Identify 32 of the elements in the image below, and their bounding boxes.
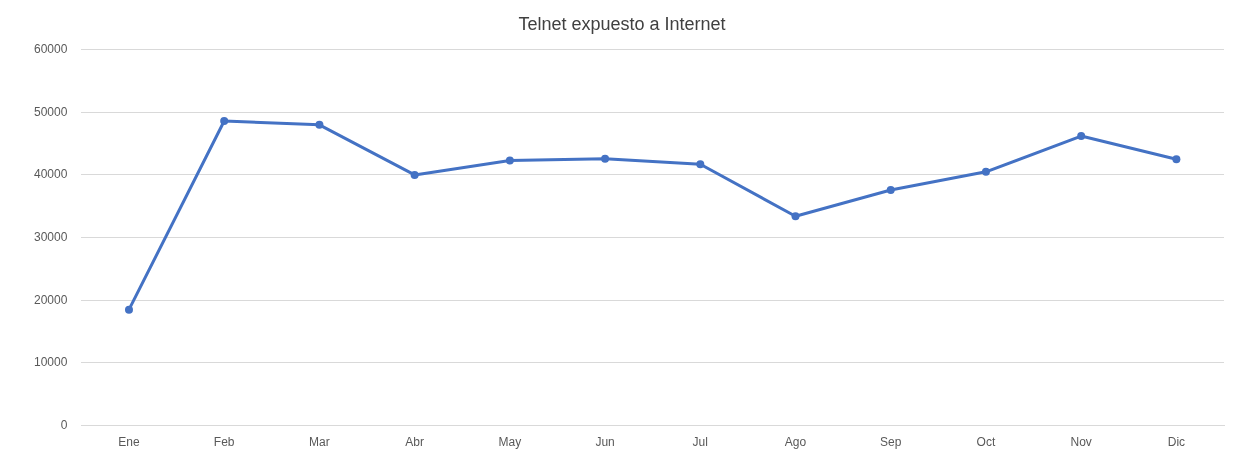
y-tick-label: 0 — [60, 417, 68, 432]
point — [981, 167, 990, 176]
point — [315, 120, 324, 129]
point — [696, 160, 705, 169]
x-tick-label: Ene — [118, 435, 140, 450]
x-tick-label: Mar — [309, 435, 330, 450]
point — [886, 185, 895, 194]
y-tick-label: 40000 — [33, 167, 68, 182]
x-tick-label: Oct — [976, 435, 996, 450]
x-tick-label: Jun — [595, 435, 615, 450]
point — [601, 154, 610, 163]
point — [1077, 132, 1086, 141]
point — [1172, 155, 1181, 164]
x-tick-label: Abr — [405, 435, 424, 450]
x-tick-label: May — [498, 435, 522, 450]
y-tick-label: 50000 — [33, 104, 68, 119]
point — [220, 117, 229, 126]
y-tick-label: 20000 — [33, 292, 68, 307]
point — [124, 305, 133, 314]
x-tick-label: Dic — [1167, 435, 1186, 450]
x-tick-label: Ago — [784, 435, 807, 450]
point — [505, 156, 514, 165]
x-tick-label: Nov — [1070, 435, 1092, 450]
point — [791, 212, 800, 221]
y-tick-label: 10000 — [33, 355, 68, 370]
x-tick-label: Jul — [692, 435, 708, 450]
y-tick-label: 30000 — [33, 229, 68, 244]
x-tick-label: Feb — [213, 435, 235, 450]
chart-title: Telnet expuesto a Internet — [518, 13, 726, 34]
point — [410, 170, 419, 179]
y-tick-label: 60000 — [33, 41, 68, 56]
x-tick-label: Sep — [880, 435, 902, 450]
